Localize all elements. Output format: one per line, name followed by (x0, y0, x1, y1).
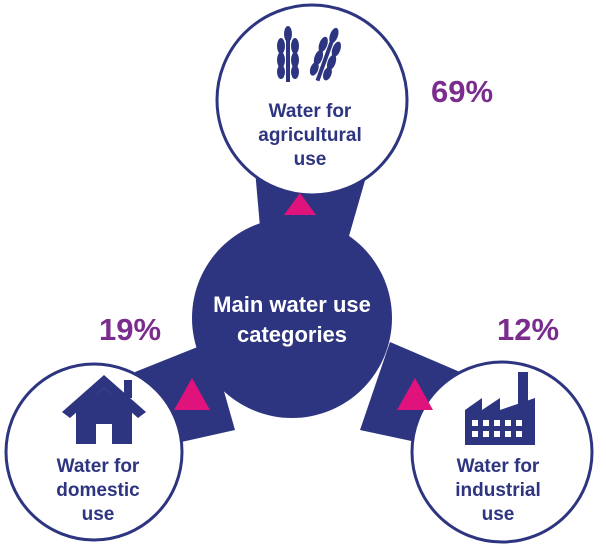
center-circle (192, 218, 392, 418)
node-label: Water for (57, 456, 140, 477)
factory-icon (465, 372, 535, 445)
center-label: categories (237, 322, 347, 347)
node-label: use (294, 149, 327, 170)
node-label: Water for (457, 456, 540, 477)
triangle (284, 193, 316, 215)
triangle (397, 378, 433, 410)
node-label: agricultural (258, 125, 361, 146)
house-icon (62, 375, 146, 444)
node-circle (215, 3, 409, 197)
percent-label: 19% (99, 312, 161, 347)
percent-label: 12% (497, 312, 559, 347)
node-label: use (482, 504, 515, 525)
percent-label: 69% (431, 74, 493, 109)
node-label: Water for (269, 101, 352, 122)
triangle (174, 378, 210, 410)
center-label: Main water use (213, 292, 371, 317)
node-label: domestic (56, 480, 140, 501)
triangles (174, 193, 433, 410)
node-label: industrial (455, 480, 541, 501)
node-circle (410, 360, 594, 544)
node-label: use (82, 504, 115, 525)
wheat-icon (277, 26, 342, 82)
